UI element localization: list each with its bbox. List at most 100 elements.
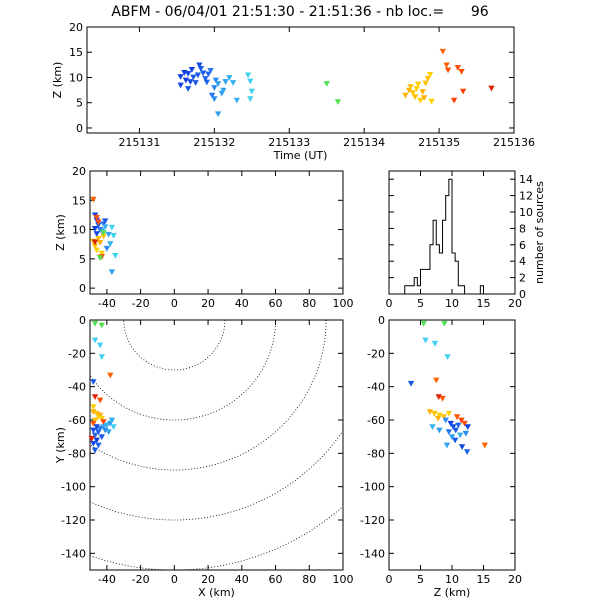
time_height-ytick-label: 15 (69, 46, 83, 59)
plan_view-point (91, 447, 99, 454)
plan_view-ylabel: Y (km) (54, 427, 67, 464)
z_y_view-point (436, 427, 443, 434)
height_histogram-step-line (389, 178, 515, 295)
z_y_view-point (481, 442, 488, 449)
z_y_view-point (452, 427, 459, 434)
plan_view-xtick-label: 0 (171, 573, 178, 586)
x_height-point (93, 247, 100, 254)
plan_view-point (100, 419, 107, 425)
x_height-xtick-label: 80 (302, 297, 316, 310)
time_height-xtick-label: 215131 (118, 136, 160, 149)
plan_view-ytick-label: -60 (68, 414, 86, 427)
plan_view-xtick-label: 60 (269, 573, 283, 586)
plan_view-point (98, 415, 105, 422)
x_height-xtick-label: 100 (333, 297, 354, 310)
time_height-point (424, 76, 432, 82)
z_y_view-ytick-label: -100 (360, 481, 385, 494)
time_height-point (439, 48, 447, 55)
height_histogram-ylabel: number of sources (533, 181, 546, 284)
x_height-ytick-label: 5 (79, 253, 86, 266)
height_histogram-ytick-label: 12 (519, 190, 533, 203)
time_height-point (197, 65, 205, 72)
x_height-xtick-label: 20 (201, 297, 215, 310)
plan_view-ytick-label: 0 (79, 314, 86, 327)
z_y_view-ytick-label: -80 (367, 447, 385, 460)
z_y_view-frame (388, 319, 516, 571)
z_y_view-point (407, 380, 415, 387)
time_height-point (422, 80, 429, 87)
x_height-point (95, 235, 102, 242)
z_y_view-point (458, 417, 465, 424)
plan_view-point (90, 379, 97, 385)
time_height-point (233, 97, 241, 104)
x_height-panel (89, 170, 344, 295)
time_height-point (417, 97, 424, 104)
z_y_view-point (433, 377, 440, 384)
plan_view-point (96, 397, 104, 404)
time_height-point (207, 68, 214, 74)
height_histogram-ytick-label: 14 (519, 173, 533, 186)
time_height-point (402, 92, 409, 99)
time_height-point (248, 88, 255, 95)
time_height-point (323, 81, 330, 87)
range-rings (90, 320, 343, 570)
z_y_view-point (451, 437, 459, 444)
figure-title: ABFM - 06/04/01 21:51:30 - 21:51:36 - nb… (111, 4, 489, 20)
z_y_view-ytick-label: -140 (360, 547, 385, 560)
time_height-point (222, 79, 229, 85)
time_height-panel (86, 26, 515, 134)
time_height-point (450, 97, 458, 104)
time_height-xtick-label: 215133 (268, 136, 310, 149)
plan_view-xtick-label: 20 (201, 573, 215, 586)
z_y_view-point (422, 337, 429, 344)
z_y_view-point (463, 449, 471, 455)
plan_view-point (90, 404, 97, 410)
height_histogram-ytick-label: 2 (519, 272, 526, 285)
plan_view-point (108, 417, 116, 424)
z_y_view-xtick-label: 20 (508, 573, 522, 586)
time_height-point (194, 72, 202, 79)
time_height-xtick-label: 215136 (493, 136, 535, 149)
z_y_view-point (455, 422, 462, 429)
x_height-point (93, 231, 100, 237)
z_y_view-point (429, 424, 436, 430)
z_y_view-ytick-label: -120 (360, 514, 385, 527)
plan_view-point (91, 394, 99, 400)
plan_view-point (90, 420, 97, 427)
z_y_view-point (462, 430, 470, 437)
x_height-ytick-label: 10 (72, 224, 86, 237)
plan_view-xtick-label: -20 (132, 573, 150, 586)
x_height-ylabel: Z (km) (54, 214, 67, 251)
z_y_view-point (453, 414, 461, 420)
z_y_view-panel (388, 319, 516, 571)
time_height-xtick-label: 215135 (418, 136, 460, 149)
height_histogram-xtick-label: 20 (508, 297, 522, 310)
time_height-point (182, 77, 190, 84)
x_height-point (112, 252, 119, 259)
plan_view-point (88, 435, 95, 442)
plan_view-ytick-label: -20 (68, 347, 86, 360)
time_height-point (247, 78, 254, 85)
height_histogram-ytick-label: 6 (519, 239, 526, 252)
time_height-point (203, 79, 211, 86)
range-ring (123, 320, 226, 371)
time_height-point (426, 72, 434, 78)
plan_view-point (91, 337, 99, 344)
z_y_view-point (441, 320, 448, 327)
plan_view-point (91, 320, 99, 327)
x_height-point (107, 241, 114, 247)
time_height-point (220, 87, 227, 94)
height_histogram-xtick-label: 5 (417, 297, 424, 310)
x_height-point (108, 269, 116, 276)
time_height-point (214, 111, 222, 118)
time_height-ytick-label: 20 (69, 21, 83, 34)
x_height-point (103, 245, 111, 252)
z_y_view-point (434, 415, 442, 422)
time_height-point (419, 89, 426, 95)
x_height-point (102, 218, 109, 225)
plan_view-point (107, 372, 114, 379)
x_height-ytick-label: 20 (72, 165, 86, 178)
z_y_view-point (445, 410, 453, 417)
x_height-xtick-label: 40 (235, 297, 249, 310)
